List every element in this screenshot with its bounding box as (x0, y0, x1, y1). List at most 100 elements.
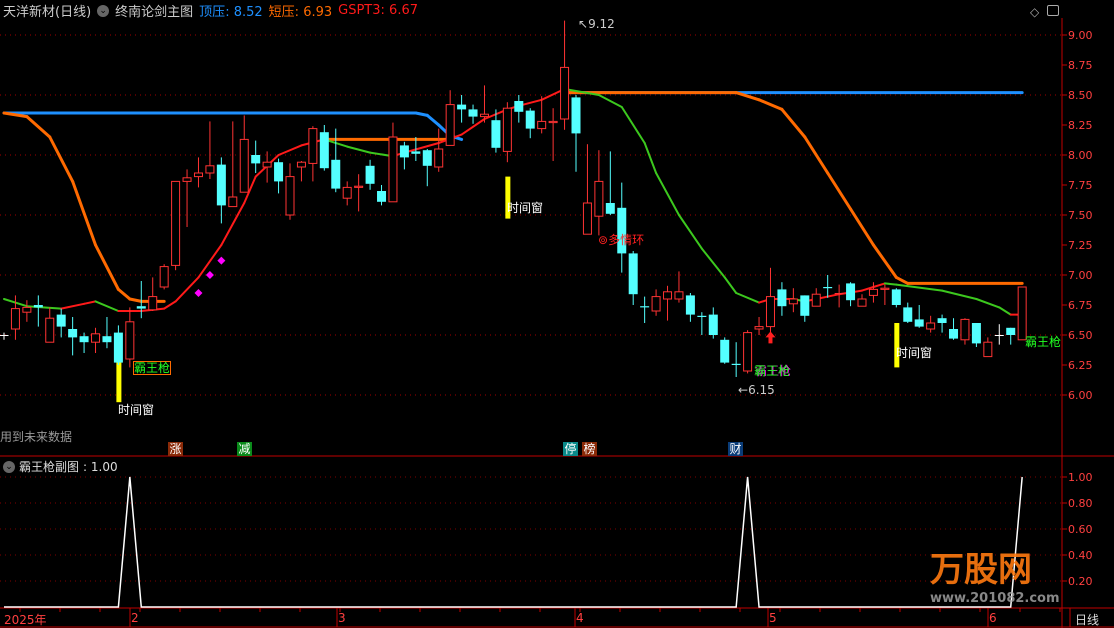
y-axis-tick-label: 7.25 (1068, 239, 1093, 252)
candle-body-down (251, 155, 261, 164)
candle-body-up (983, 341, 993, 358)
indicator-line-GSPT3 (700, 247, 726, 279)
candle-body-down (617, 207, 627, 254)
indicator-line-GSPT3 (998, 306, 1012, 316)
candle-body-down (468, 109, 478, 117)
indicator-line-GSPT3 (643, 142, 658, 174)
candle-body-up (537, 120, 547, 130)
indicator-line-GSPT3 (861, 286, 875, 292)
indicator-line-GSPT3 (174, 276, 200, 303)
indicator-line-GSPT3 (346, 145, 372, 154)
indicator-line-GSPT3 (25, 305, 63, 310)
indicator-line-GSPT3 (60, 302, 86, 310)
indicator-line-短压 (48, 135, 75, 183)
indicator-line-短压 (894, 275, 910, 285)
candle-body-down (949, 329, 959, 339)
sub-title[interactable]: 霸王枪副图 (19, 460, 80, 474)
indicator-line-顶压 (414, 111, 429, 117)
watermark-site: www.201082.com (930, 591, 1060, 606)
sub-y-tick-label: 1.00 (1068, 471, 1093, 484)
candle-body-down (457, 104, 467, 110)
indicator-line-GSPT3 (872, 282, 886, 288)
candle-body-down (777, 289, 787, 307)
candle-body-down (846, 283, 856, 301)
candle-body-up (22, 306, 32, 313)
candle-body-up (788, 298, 798, 305)
sub-chart-header: ⌄ 霸王枪副图 : 1.00 (3, 458, 118, 475)
candle-body-up (342, 186, 352, 199)
chevron-down-icon[interactable]: ⌄ (3, 460, 15, 473)
chevron-down-icon[interactable]: ⌄ (97, 4, 110, 17)
candle-body-down (68, 329, 78, 338)
indicator-line-短压 (871, 243, 898, 279)
x-axis-month: 3 (338, 611, 346, 625)
indicator-line-短压 (94, 243, 120, 291)
indicator-line-短压 (71, 179, 98, 247)
stock-title: 天洋新材(日线) (3, 5, 92, 20)
tag-jian: 减 (237, 442, 252, 456)
candle-body-up (765, 296, 775, 328)
x-axis-year: 2025年 (4, 613, 47, 627)
bawangqiang-signal: 霸王枪 (1025, 335, 1062, 349)
indicator-name[interactable]: 终南论剑主图 (115, 5, 194, 20)
candle-body-up (674, 291, 684, 300)
candle-body-up (548, 120, 558, 124)
low-price-label: ←6.15 (738, 383, 775, 397)
tag-zhang: 涨 (168, 442, 183, 456)
sub-value: : 1.00 (83, 459, 118, 474)
indicator-line-GSPT3 (163, 300, 177, 310)
candle-body-down (136, 306, 146, 309)
y-axis-tick-label: 8.00 (1068, 149, 1093, 162)
candle-body-down (685, 295, 695, 315)
indicator-line-GSPT3 (277, 144, 303, 156)
window-toggle-icon[interactable] (1047, 5, 1059, 16)
candle-body-down (571, 97, 581, 134)
candle-body-up (651, 296, 661, 312)
chart-header: 天洋新材(日线) ⌄ 终南论剑主图 顶压: 8.52 短压: 6.93 GSPT… (3, 1, 418, 20)
diamond-icon[interactable]: ◇ (1030, 5, 1040, 19)
candle-body-down (971, 323, 981, 344)
candle-body-up (308, 128, 318, 164)
candle-body-up (45, 317, 55, 343)
candle-body-down (891, 289, 901, 305)
candle-body-down (56, 314, 66, 327)
signal-diamond (217, 256, 226, 265)
candle-body-up (228, 196, 238, 208)
signal-diamond (194, 289, 203, 297)
candle-body-up (205, 165, 215, 174)
legend-gspt3: GSPT3: 6.67 (338, 3, 418, 18)
indicator-line-GSPT3 (735, 292, 761, 304)
candle-body-down (834, 293, 844, 294)
period-button[interactable]: 日线 (1075, 613, 1100, 627)
watermark-logo: 万股网 (930, 550, 1032, 590)
y-axis-tick-label: 7.50 (1068, 209, 1093, 222)
candle-body-down (1006, 327, 1016, 335)
indicator-line-GSPT3 (597, 94, 623, 108)
candle-body-up (1017, 286, 1027, 341)
indicator-line-GSPT3 (563, 88, 600, 96)
time-window-bar (894, 323, 900, 368)
candle-body-up (880, 287, 890, 290)
candle-body-down (377, 191, 387, 202)
candle-body-down (331, 159, 341, 189)
candle-body-down (708, 314, 718, 335)
indicator-line-短压 (757, 98, 784, 111)
candle-body-up (857, 298, 867, 307)
x-axis-month: 4 (576, 611, 584, 625)
candle-body-down (731, 363, 741, 365)
indicator-line-GSPT3 (677, 214, 703, 250)
candle-body-up (663, 291, 673, 300)
candle-body-up (479, 113, 489, 118)
candle-body-up (560, 66, 570, 120)
future-data-note: 用到未来数据 (0, 430, 73, 444)
candle-body-up (171, 180, 181, 266)
candle-body-down (274, 162, 284, 182)
candle-body-down (399, 145, 409, 158)
indicator-line-GSPT3 (83, 300, 97, 305)
indicator-line-GSPT3 (460, 118, 486, 136)
duoqinghuan-signal: ⊚多情环 (598, 233, 645, 247)
sub-y-tick-label: 0.60 (1068, 523, 1093, 536)
time-window-bar (116, 359, 122, 403)
candle-body-up (10, 308, 20, 330)
